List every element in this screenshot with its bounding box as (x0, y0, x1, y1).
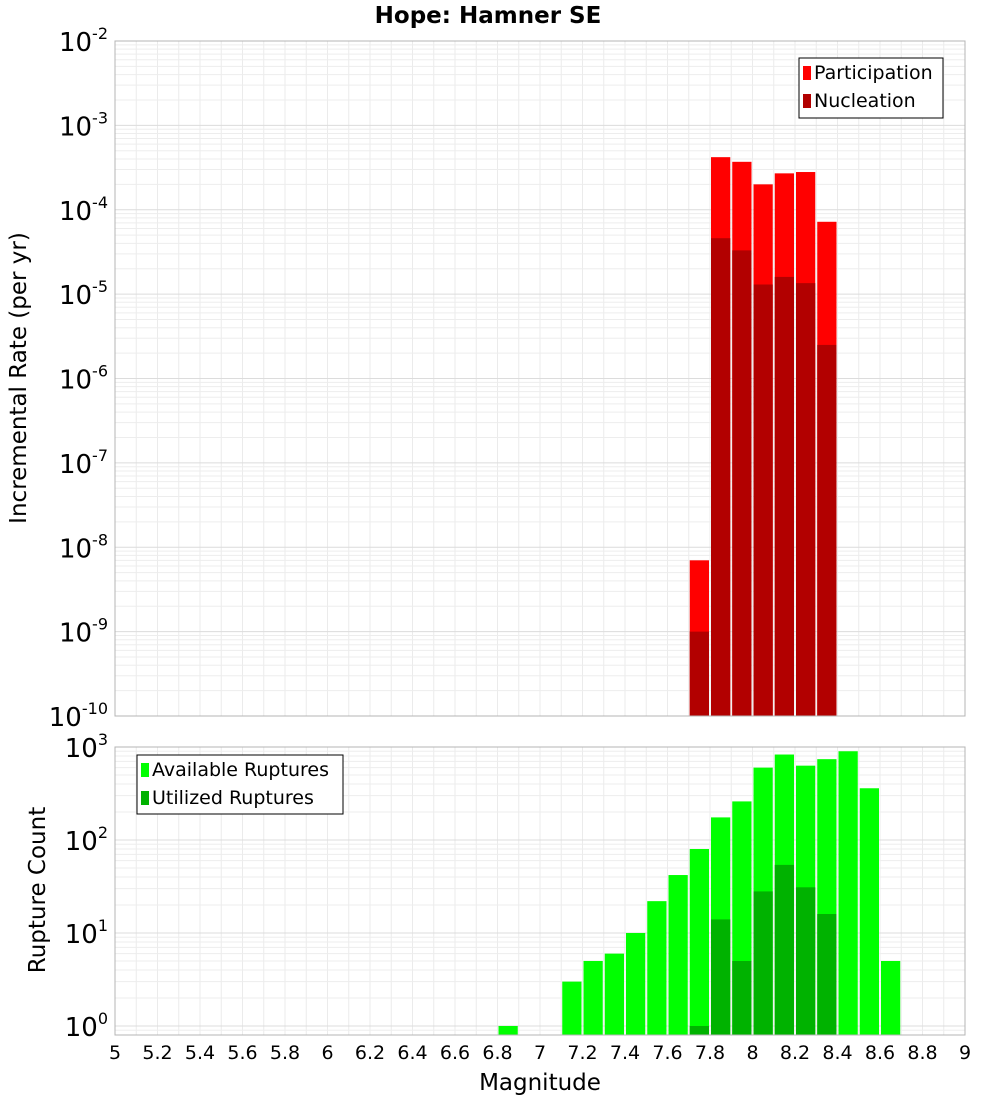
bar (817, 344, 837, 716)
y-tick-label: 10-8 (59, 530, 108, 564)
bar (817, 914, 837, 1035)
legend-box (798, 57, 944, 119)
x-tick-label: 6.6 (440, 1042, 470, 1064)
y-tick-label: 100 (65, 1009, 108, 1043)
bar (626, 932, 646, 1035)
x-tick-label: 6 (321, 1042, 333, 1064)
bar (753, 284, 773, 716)
legend-label: Utilized Ruptures (152, 787, 314, 809)
y-tick-label: 101 (65, 916, 108, 950)
x-tick-label: 8.4 (822, 1042, 852, 1064)
bar (774, 864, 794, 1035)
legend-label: Nucleation (814, 90, 916, 112)
legend: Participation Nucleation (798, 57, 944, 119)
top-plot-area: 10-10 10-9 10-8 10-7 10-6 10-5 10-4 10-3 10-2 Par… (49, 24, 966, 733)
bar (583, 960, 603, 1035)
x-tick-label: 9 (959, 1042, 971, 1064)
bottom-y-axis-label: Rupture Count (25, 807, 51, 973)
series-utilized-ruptures (689, 864, 837, 1035)
y-axis-ticks: 10-10 10-9 10-8 10-7 10-6 10-5 10-4 10-3 10-2 (49, 24, 108, 733)
bar (711, 238, 731, 716)
bar (668, 875, 688, 1035)
bar (689, 849, 709, 1035)
y-axis-ticks: 100 101 102 103 (65, 730, 108, 1043)
plot-frame (114, 40, 966, 717)
legend-swatch (803, 94, 811, 108)
top-y-axis-label: Incremental Rate (per yr) (6, 232, 32, 524)
bar (881, 960, 901, 1035)
legend-swatch (141, 763, 149, 777)
legend-label: Available Ruptures (152, 759, 329, 781)
x-tick-label: 8 (746, 1042, 758, 1064)
bottom-plot-area: 100 101 102 103 Available Ruptures Utilized R… (65, 730, 966, 1043)
plot-frame (114, 746, 966, 1036)
bar (774, 276, 794, 716)
bar (562, 981, 582, 1035)
y-tick-label: 10-4 (59, 193, 108, 227)
y-tick-label: 102 (65, 823, 108, 857)
x-tick-label: 8.8 (907, 1042, 937, 1064)
legend-box (136, 754, 344, 815)
y-tick-label: 103 (65, 730, 108, 764)
bar (711, 919, 731, 1035)
x-tick-label: 7.6 (652, 1042, 682, 1064)
x-tick-label: 5.4 (185, 1042, 215, 1064)
bar (859, 788, 879, 1035)
x-tick-label: 8.2 (780, 1042, 810, 1064)
y-tick-label: 10-2 (59, 24, 108, 58)
legend-swatch (141, 791, 149, 805)
y-tick-label: 10-10 (49, 699, 108, 733)
bar (796, 887, 816, 1035)
legend-label: Participation (814, 62, 933, 84)
x-tick-label: 7.4 (610, 1042, 640, 1064)
x-tick-label: 6.2 (355, 1042, 385, 1064)
x-tick-label: 5.2 (142, 1042, 172, 1064)
grid-lines (115, 40, 965, 717)
legend-swatch (803, 66, 811, 80)
x-tick-label: 6.8 (482, 1042, 512, 1064)
bar (498, 1025, 518, 1035)
y-tick-label: 10-3 (59, 108, 108, 142)
x-tick-label: 5.6 (227, 1042, 257, 1064)
x-axis-ticks: 5 5.2 5.4 5.6 5.8 6 6.2 6.4 6.6 6.8 7 7.2 7.4 7.6 7.8 8… (109, 1042, 971, 1064)
y-tick-label: 10-9 (59, 615, 108, 649)
x-tick-label: 7 (534, 1042, 546, 1064)
legend: Available Ruptures Utilized Ruptures (136, 754, 344, 815)
x-axis-label: Magnitude (479, 1070, 601, 1096)
chart-title: Hope: Hamner SE (375, 3, 602, 29)
bar (796, 283, 816, 716)
x-tick-label: 7.2 (567, 1042, 597, 1064)
y-tick-label: 10-7 (59, 446, 108, 480)
y-tick-label: 10-6 (59, 362, 108, 396)
x-tick-label: 6.4 (397, 1042, 427, 1064)
bar (689, 631, 709, 716)
x-tick-label: 5 (109, 1042, 121, 1064)
x-tick-label: 5.8 (270, 1042, 300, 1064)
series-nucleation (689, 238, 837, 717)
bar (689, 1025, 709, 1035)
bar (732, 250, 752, 717)
bar (838, 751, 858, 1035)
bar (647, 901, 667, 1035)
bar (604, 953, 624, 1035)
bar (753, 891, 773, 1035)
x-tick-label: 8.6 (865, 1042, 895, 1064)
y-tick-label: 10-5 (59, 277, 108, 311)
x-tick-label: 7.8 (695, 1042, 725, 1064)
bar (732, 960, 752, 1035)
